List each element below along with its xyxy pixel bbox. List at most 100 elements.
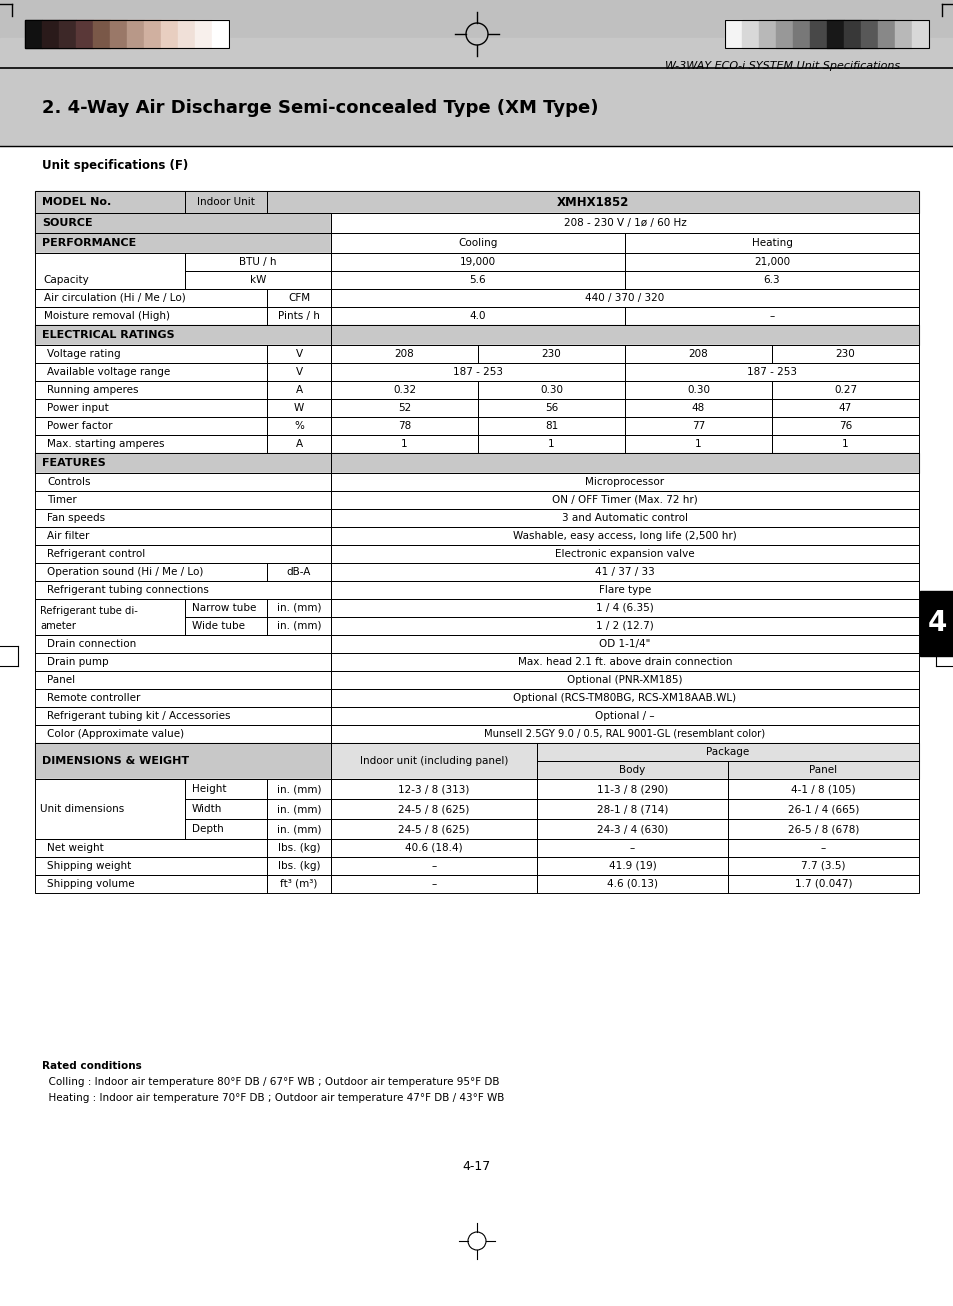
Bar: [331, 671, 918, 690]
Text: A: A: [295, 385, 302, 394]
Bar: [35, 381, 267, 400]
Text: 48: 48: [691, 404, 704, 413]
Bar: [727, 799, 918, 819]
Text: 4.0: 4.0: [469, 311, 486, 321]
Bar: [144, 20, 161, 48]
Text: 4-17: 4-17: [462, 1160, 491, 1173]
Bar: [331, 799, 537, 819]
Bar: [35, 345, 267, 363]
Text: Heating : Indoor air temperature 70°F DB ; Outdoor air temperature 47°F DB / 43°: Heating : Indoor air temperature 70°F DB…: [42, 1093, 504, 1104]
Bar: [185, 778, 267, 799]
Text: 6.3: 6.3: [763, 276, 780, 285]
Bar: [727, 778, 918, 799]
Text: 208: 208: [395, 349, 414, 359]
Bar: [809, 20, 826, 48]
Bar: [331, 289, 918, 307]
Text: 28-1 / 8 (714): 28-1 / 8 (714): [597, 804, 667, 814]
Text: Refrigerant tube di-: Refrigerant tube di-: [40, 606, 138, 616]
Bar: [775, 20, 792, 48]
Bar: [741, 20, 759, 48]
Bar: [267, 563, 331, 581]
Text: %: %: [294, 421, 304, 431]
Bar: [267, 191, 918, 213]
Bar: [477, 417, 624, 435]
Text: 19,000: 19,000: [459, 257, 496, 266]
Text: 12-3 / 8 (313): 12-3 / 8 (313): [398, 784, 469, 794]
Text: Power factor: Power factor: [47, 421, 112, 431]
Bar: [624, 232, 918, 253]
Bar: [331, 289, 918, 307]
Bar: [35, 690, 331, 707]
Bar: [35, 363, 267, 381]
Bar: [477, 381, 624, 400]
Bar: [624, 345, 771, 363]
Bar: [35, 563, 267, 581]
Bar: [724, 20, 928, 48]
Text: 0.27: 0.27: [833, 385, 856, 394]
Bar: [477, 400, 624, 417]
Bar: [537, 838, 727, 857]
Bar: [331, 453, 918, 473]
Text: Controls: Controls: [47, 477, 91, 487]
Text: 24-3 / 4 (630): 24-3 / 4 (630): [597, 824, 667, 835]
Bar: [331, 778, 537, 799]
Bar: [35, 232, 331, 253]
Text: dB-A: dB-A: [287, 567, 311, 577]
Text: Washable, easy access, long life (2,500 hr): Washable, easy access, long life (2,500 …: [513, 532, 736, 541]
Bar: [477, 400, 624, 417]
Bar: [35, 289, 267, 307]
Text: 230: 230: [541, 349, 560, 359]
Bar: [267, 381, 331, 400]
Bar: [771, 417, 918, 435]
Bar: [35, 857, 267, 875]
Text: in. (mm): in. (mm): [276, 804, 321, 814]
Bar: [267, 345, 331, 363]
Bar: [331, 325, 918, 345]
Text: 4: 4: [926, 609, 945, 637]
Bar: [267, 363, 331, 381]
Bar: [35, 875, 267, 893]
Bar: [331, 635, 918, 653]
Text: Indoor unit (including panel): Indoor unit (including panel): [359, 756, 508, 767]
Bar: [537, 857, 727, 875]
Bar: [331, 857, 537, 875]
Text: Munsell 2.5GY 9.0 / 0.5, RAL 9001-GL (resemblant color): Munsell 2.5GY 9.0 / 0.5, RAL 9001-GL (re…: [484, 729, 764, 739]
Bar: [35, 743, 331, 778]
Text: 2. 4-Way Air Discharge Semi-concealed Type (XM Type): 2. 4-Way Air Discharge Semi-concealed Ty…: [42, 99, 598, 118]
Bar: [727, 838, 918, 857]
Text: 24-5 / 8 (625): 24-5 / 8 (625): [398, 824, 469, 835]
Bar: [35, 191, 185, 213]
Bar: [331, 690, 918, 707]
Text: 41 / 37 / 33: 41 / 37 / 33: [595, 567, 654, 577]
Text: Available voltage range: Available voltage range: [47, 367, 170, 377]
Bar: [331, 875, 537, 893]
Bar: [185, 616, 267, 635]
Bar: [185, 191, 267, 213]
Text: Microprocessor: Microprocessor: [585, 477, 664, 487]
Text: Refrigerant tubing kit / Accessories: Refrigerant tubing kit / Accessories: [47, 710, 231, 721]
Text: in. (mm): in. (mm): [276, 620, 321, 631]
Text: OD 1-1/4": OD 1-1/4": [598, 639, 650, 649]
Bar: [331, 563, 918, 581]
Text: 77: 77: [691, 421, 704, 431]
Bar: [35, 671, 331, 690]
Bar: [624, 232, 918, 253]
Bar: [25, 20, 42, 48]
Bar: [35, 635, 331, 653]
Bar: [161, 20, 178, 48]
Bar: [331, 545, 918, 563]
Bar: [331, 778, 537, 799]
Text: DIMENSIONS & WEIGHT: DIMENSIONS & WEIGHT: [42, 756, 189, 767]
Text: XMHX1852: XMHX1852: [557, 196, 629, 209]
Text: Drain connection: Drain connection: [47, 639, 136, 649]
Bar: [267, 778, 331, 799]
Text: 26-5 / 8 (678): 26-5 / 8 (678): [787, 824, 859, 835]
Bar: [477, 417, 624, 435]
Bar: [185, 819, 267, 838]
Text: 52: 52: [397, 404, 411, 413]
Bar: [267, 616, 331, 635]
Bar: [727, 857, 918, 875]
Bar: [331, 875, 537, 893]
Bar: [35, 528, 331, 545]
Bar: [624, 253, 918, 272]
